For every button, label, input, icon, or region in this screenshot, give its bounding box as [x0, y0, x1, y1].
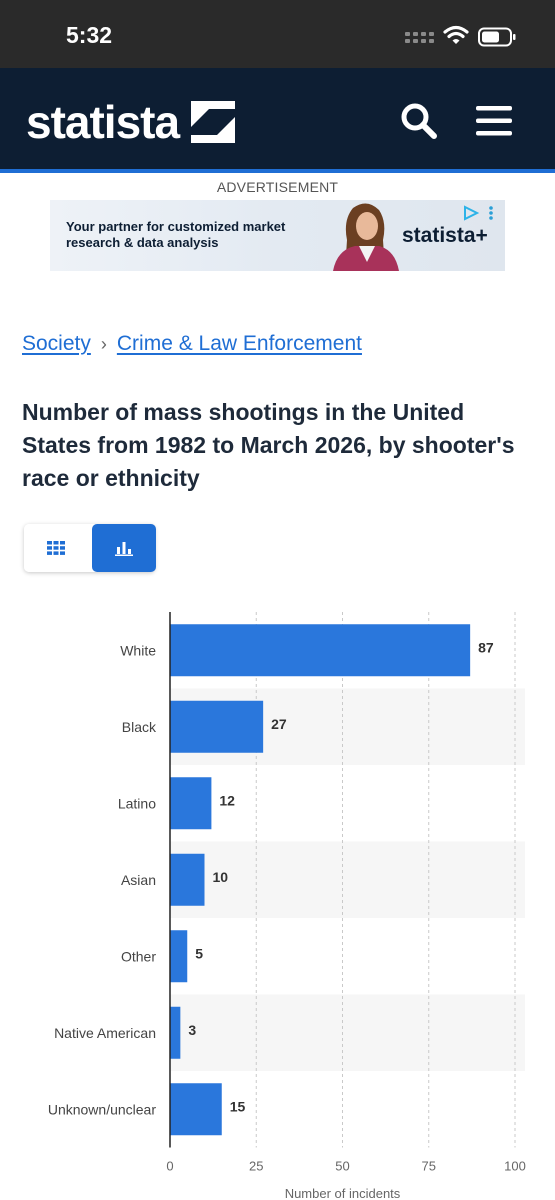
page-title: Number of mass shootings in the United S…	[22, 399, 515, 491]
bar	[170, 700, 264, 753]
value-label: 87	[478, 639, 494, 655]
site-header: statista	[0, 68, 555, 173]
category-label: Other	[121, 948, 156, 964]
chart-view-button[interactable]	[92, 524, 156, 572]
value-label: 3	[188, 1022, 196, 1038]
category-label: Black	[122, 719, 157, 735]
value-label: 5	[195, 945, 203, 961]
table-grid-icon	[47, 541, 65, 555]
category-label: Latino	[118, 795, 156, 811]
x-tick-label: 100	[504, 1159, 526, 1174]
table-view-button[interactable]	[24, 524, 88, 572]
logo-text: statista	[26, 96, 180, 148]
view-toggle	[24, 524, 156, 572]
category-label: Native American	[54, 1025, 156, 1041]
bar	[170, 624, 471, 677]
category-label: White	[120, 642, 156, 658]
bar-chart: 0 25 50 75 100 White 87 Black 27 Latino 12 Asian 10 O…	[0, 600, 555, 1200]
status-bar: 5:32	[0, 0, 555, 68]
x-tick-label: 25	[249, 1159, 263, 1174]
ad-copy: Your partner for customized market resea…	[66, 219, 286, 250]
x-tick-label: 50	[335, 1159, 349, 1174]
breadcrumb: Society › Crime & Law Enforcement	[22, 332, 362, 356]
breadcrumb-separator: ›	[100, 333, 107, 354]
hamburger-menu-icon[interactable]	[472, 100, 516, 142]
breadcrumb-society[interactable]: Society	[22, 332, 91, 355]
value-label: 15	[230, 1098, 246, 1114]
statista-logo[interactable]: statista	[26, 92, 236, 152]
breadcrumb-crime-law-enforcement[interactable]: Crime & Law Enforcement	[116, 332, 362, 355]
ad-banner[interactable]: Your partner for customized market resea…	[50, 200, 505, 271]
x-axis-title: Number of incidents	[284, 1186, 401, 1200]
ad-person-image	[333, 203, 399, 271]
bar	[170, 930, 188, 983]
cellular-signal-icon	[405, 32, 435, 46]
battery-icon	[478, 27, 516, 47]
x-tick-label: 75	[422, 1159, 436, 1174]
status-time: 5:32	[66, 22, 113, 48]
wifi-icon	[443, 25, 469, 44]
bar-chart-icon	[115, 542, 133, 556]
bar	[170, 1006, 181, 1059]
row-band	[170, 841, 525, 918]
x-tick-label: 0	[166, 1159, 173, 1174]
bar	[170, 777, 212, 830]
value-label: 10	[213, 869, 229, 885]
value-label: 12	[219, 792, 235, 808]
ad-choices-icon[interactable]	[462, 205, 496, 221]
bar	[170, 853, 205, 906]
category-label: Unknown/unclear	[48, 1101, 157, 1117]
statista-mark-icon	[191, 101, 236, 143]
bar	[170, 1083, 222, 1136]
category-label: Asian	[121, 872, 156, 888]
search-icon[interactable]	[398, 100, 440, 142]
value-label: 27	[271, 716, 287, 732]
chart-canvas: 0 25 50 75 100 White 87 Black 27 Latino 12 Asian 10 O…	[48, 612, 526, 1174]
ad-brand: statista+	[402, 224, 488, 247]
row-band	[170, 994, 525, 1071]
ad-label: ADVERTISEMENT	[216, 179, 339, 195]
